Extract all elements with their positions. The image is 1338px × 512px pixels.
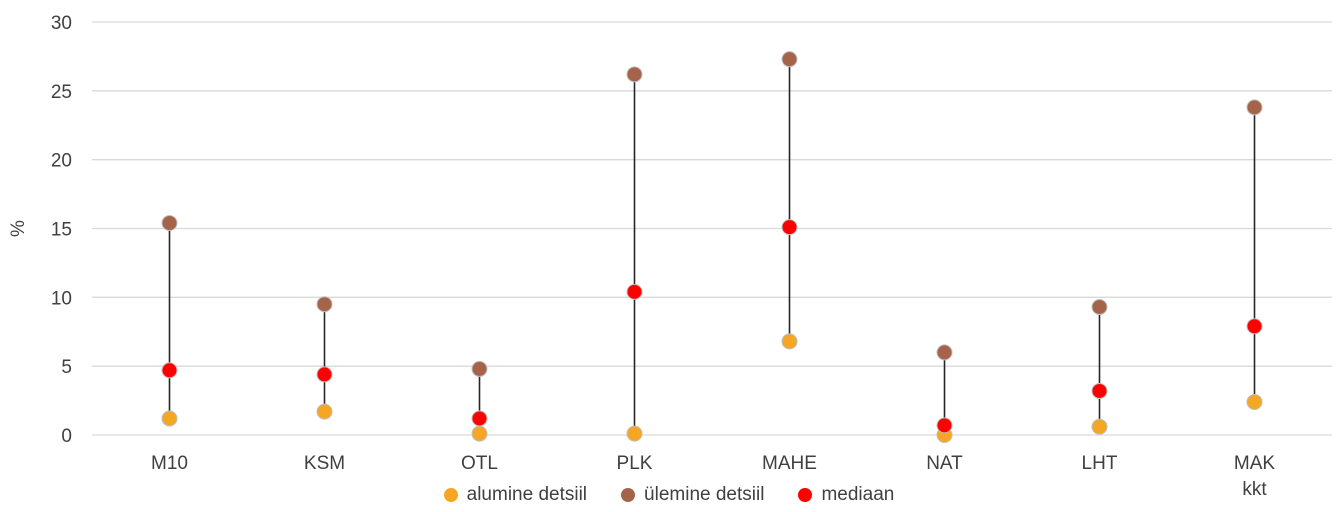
upper-decile-point-6: [1092, 299, 1107, 314]
lower-decile-point-1: [317, 404, 332, 419]
median-point-0: [162, 363, 177, 378]
upper-decile-point-5: [937, 345, 952, 360]
y-tick-label-0: 0: [61, 426, 72, 447]
median-point-5: [937, 418, 952, 433]
y-tick-label-30: 30: [51, 13, 72, 34]
legend-item-upper-decile: ülemine detsiil: [621, 484, 764, 506]
x-tick-label-7: MAK: [1234, 453, 1276, 474]
median-point-6: [1092, 383, 1107, 398]
y-tick-label-10: 10: [51, 288, 72, 309]
upper-decile-point-4: [782, 52, 797, 67]
y-tick-label-5: 5: [61, 357, 72, 378]
x-tick-label-3: PLK: [617, 453, 653, 474]
lower-decile-point-4: [782, 334, 797, 349]
y-tick-label-25: 25: [51, 82, 72, 103]
median-point-1: [317, 367, 332, 382]
x-tick-label-4: MAHE: [762, 453, 817, 474]
x-tick-label-0: M10: [151, 453, 188, 474]
x-tick-label-2: OTL: [461, 453, 498, 474]
legend-marker-lower-decile: [444, 488, 458, 502]
lower-decile-point-6: [1092, 419, 1107, 434]
y-axis-title: %: [8, 220, 29, 237]
legend-label-upper-decile: ülemine detsiil: [644, 484, 764, 506]
legend-item-lower-decile: alumine detsiil: [444, 484, 587, 506]
median-point-4: [782, 220, 797, 235]
lower-decile-point-7: [1247, 394, 1262, 409]
x-tick-label-6: LHT: [1082, 453, 1118, 474]
legend-item-median: mediaan: [798, 484, 894, 506]
lower-decile-point-3: [627, 426, 642, 441]
x-tick-label-1: KSM: [304, 453, 345, 474]
upper-decile-point-2: [472, 361, 487, 376]
upper-decile-point-0: [162, 215, 177, 230]
y-tick-label-15: 15: [51, 220, 72, 241]
legend-marker-median: [798, 488, 812, 502]
median-point-2: [472, 411, 487, 426]
lower-decile-point-0: [162, 411, 177, 426]
legend: alumine detsiil ülemine detsiil mediaan: [0, 484, 1338, 506]
upper-decile-point-3: [627, 67, 642, 82]
y-tick-label-20: 20: [51, 151, 72, 172]
median-point-7: [1247, 319, 1262, 334]
legend-marker-upper-decile: [621, 488, 635, 502]
median-point-3: [627, 284, 642, 299]
legend-label-median: mediaan: [821, 484, 894, 506]
upper-decile-point-1: [317, 297, 332, 312]
upper-decile-point-7: [1247, 100, 1262, 115]
legend-label-lower-decile: alumine detsiil: [467, 484, 587, 506]
lower-decile-point-2: [472, 426, 487, 441]
x-tick-label-5: NAT: [926, 453, 963, 474]
